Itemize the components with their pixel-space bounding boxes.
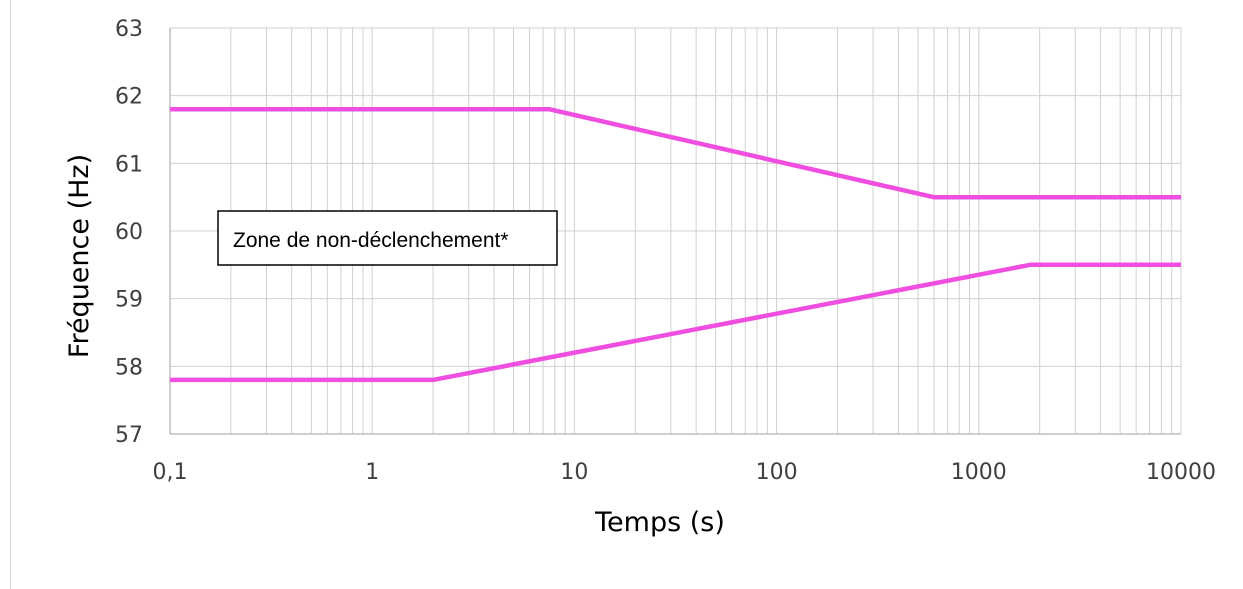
series-lines bbox=[170, 106, 1181, 383]
y-tick-label: 61 bbox=[115, 152, 143, 177]
y-tick-label: 58 bbox=[115, 355, 143, 380]
tick-labels: 0,1 1 10 100 1000 10000 57 58 59 60 61 62 63 bbox=[115, 17, 1216, 485]
series-line-2 bbox=[170, 262, 1181, 383]
x-tick-label: 10 bbox=[560, 460, 588, 485]
x-tick-label: 1000 bbox=[951, 460, 1007, 485]
annotation-box: Zone de non-déclenchement* bbox=[217, 210, 558, 266]
y-tick-label: 57 bbox=[115, 423, 143, 448]
y-tick-label: 60 bbox=[115, 220, 143, 245]
frame-left-border bbox=[10, 0, 11, 589]
y-tick-label: 59 bbox=[115, 288, 143, 313]
y-tick-label: 62 bbox=[115, 85, 143, 110]
annotation-text: Zone de non-déclenchement* bbox=[233, 229, 509, 252]
x-axis-title: Temps (s) bbox=[594, 507, 725, 538]
x-tick-label: 100 bbox=[756, 460, 798, 485]
x-tick-label: 10000 bbox=[1146, 460, 1216, 485]
y-tick-label: 63 bbox=[115, 17, 143, 42]
x-tick-label: 0,1 bbox=[153, 460, 188, 485]
y-axis-title: Fréquence (Hz) bbox=[64, 154, 95, 358]
series-line-1 bbox=[170, 106, 1181, 200]
x-tick-label: 1 bbox=[365, 460, 379, 485]
axes bbox=[169, 28, 1181, 435]
